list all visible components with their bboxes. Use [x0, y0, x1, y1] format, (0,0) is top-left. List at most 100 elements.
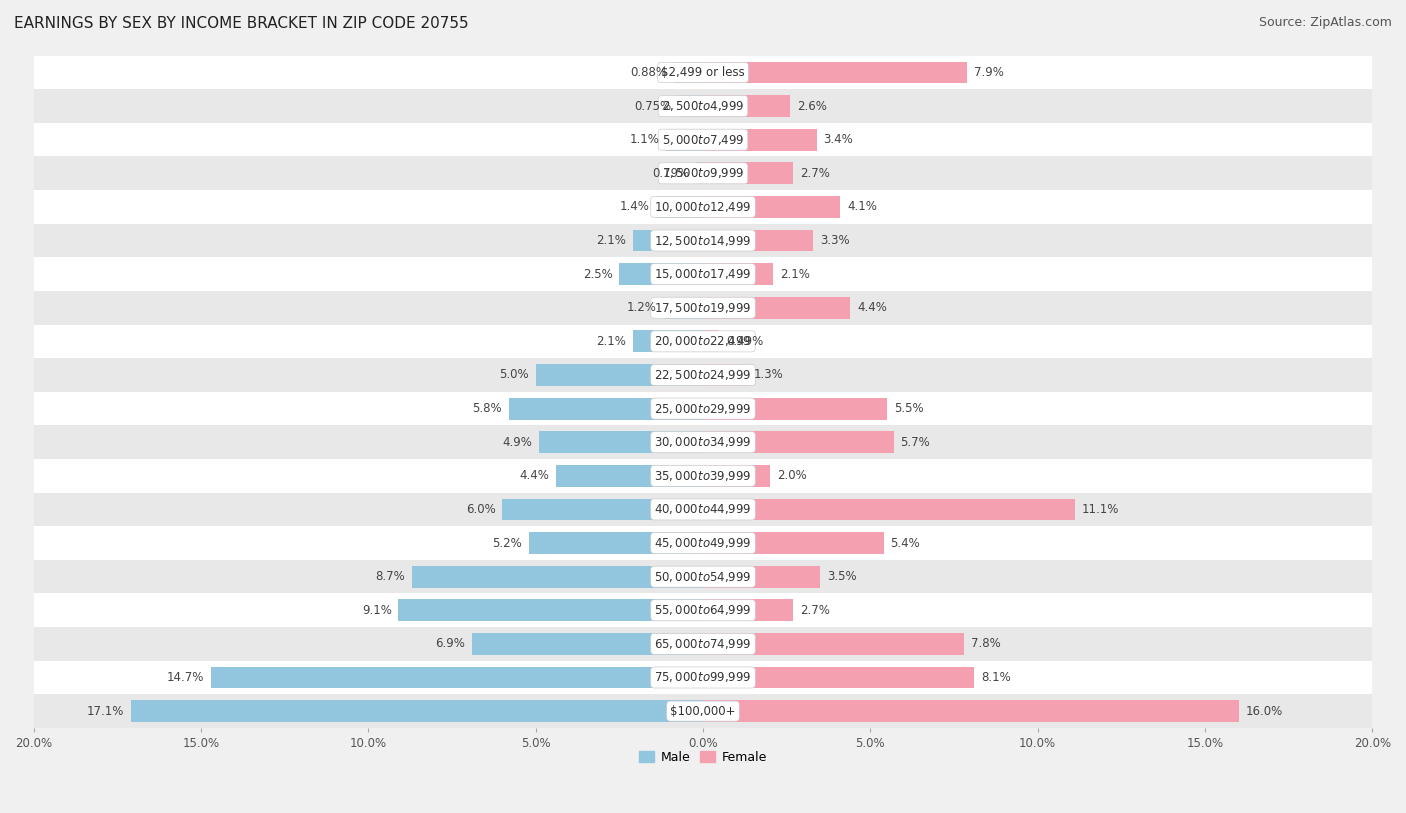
Text: 0.19%: 0.19% — [652, 167, 690, 180]
Bar — [34, 593, 1372, 627]
Text: 3.5%: 3.5% — [827, 570, 856, 583]
Text: 7.9%: 7.9% — [974, 66, 1004, 79]
Text: $25,000 to $29,999: $25,000 to $29,999 — [654, 402, 752, 415]
Text: 1.3%: 1.3% — [754, 368, 783, 381]
Text: $2,500 to $4,999: $2,500 to $4,999 — [662, 99, 744, 113]
Text: 4.4%: 4.4% — [858, 302, 887, 315]
Text: 6.9%: 6.9% — [436, 637, 465, 650]
Text: 7.8%: 7.8% — [970, 637, 1001, 650]
Text: Source: ZipAtlas.com: Source: ZipAtlas.com — [1258, 16, 1392, 29]
Bar — [536, 364, 703, 386]
Bar — [703, 533, 884, 554]
Bar — [633, 229, 703, 251]
Bar — [703, 465, 770, 487]
Text: 5.8%: 5.8% — [472, 402, 502, 415]
Text: 9.1%: 9.1% — [361, 604, 392, 617]
Bar — [703, 667, 974, 689]
Bar — [703, 330, 720, 352]
Text: $35,000 to $39,999: $35,000 to $39,999 — [654, 469, 752, 483]
Bar — [34, 627, 1372, 661]
Bar — [703, 700, 1239, 722]
Bar — [34, 224, 1372, 258]
Bar — [34, 123, 1372, 156]
Text: $45,000 to $49,999: $45,000 to $49,999 — [654, 536, 752, 550]
Text: $75,000 to $99,999: $75,000 to $99,999 — [654, 671, 752, 685]
Text: $5,000 to $7,499: $5,000 to $7,499 — [662, 133, 744, 146]
Text: 16.0%: 16.0% — [1246, 705, 1282, 718]
Bar — [703, 566, 820, 588]
Text: $7,500 to $9,999: $7,500 to $9,999 — [662, 167, 744, 180]
Bar — [34, 694, 1372, 728]
Bar — [34, 258, 1372, 291]
Bar — [703, 297, 851, 319]
Bar — [34, 291, 1372, 324]
Text: 2.1%: 2.1% — [596, 234, 626, 247]
Text: 4.9%: 4.9% — [502, 436, 533, 449]
Bar — [398, 599, 703, 621]
Bar — [703, 633, 965, 654]
Text: $40,000 to $44,999: $40,000 to $44,999 — [654, 502, 752, 516]
Bar — [509, 398, 703, 420]
Bar — [34, 156, 1372, 190]
Bar — [703, 229, 814, 251]
Bar — [34, 493, 1372, 526]
Bar — [34, 425, 1372, 459]
Bar — [34, 526, 1372, 560]
Text: 2.7%: 2.7% — [800, 167, 830, 180]
Text: 0.88%: 0.88% — [630, 66, 666, 79]
Bar — [34, 459, 1372, 493]
Bar — [34, 661, 1372, 694]
Bar — [633, 330, 703, 352]
Text: 5.5%: 5.5% — [894, 402, 924, 415]
Text: $12,500 to $14,999: $12,500 to $14,999 — [654, 233, 752, 247]
Text: $22,500 to $24,999: $22,500 to $24,999 — [654, 368, 752, 382]
Bar — [529, 533, 703, 554]
Bar — [703, 163, 793, 185]
Text: $30,000 to $34,999: $30,000 to $34,999 — [654, 435, 752, 450]
Bar — [211, 667, 703, 689]
Bar — [34, 89, 1372, 123]
Bar — [703, 398, 887, 420]
Text: 3.4%: 3.4% — [824, 133, 853, 146]
Text: 2.5%: 2.5% — [583, 267, 613, 280]
Bar — [131, 700, 703, 722]
Text: 5.4%: 5.4% — [890, 537, 920, 550]
Text: $50,000 to $54,999: $50,000 to $54,999 — [654, 570, 752, 584]
Bar — [472, 633, 703, 654]
Text: 0.49%: 0.49% — [725, 335, 763, 348]
Text: $17,500 to $19,999: $17,500 to $19,999 — [654, 301, 752, 315]
Text: 6.0%: 6.0% — [465, 503, 495, 516]
Bar — [34, 190, 1372, 224]
Bar — [34, 560, 1372, 593]
Bar — [34, 324, 1372, 359]
Text: 2.0%: 2.0% — [776, 469, 807, 482]
Bar — [703, 128, 817, 150]
Text: 8.1%: 8.1% — [981, 671, 1011, 684]
Bar — [703, 95, 790, 117]
Text: $55,000 to $64,999: $55,000 to $64,999 — [654, 603, 752, 617]
Text: 5.0%: 5.0% — [499, 368, 529, 381]
Bar — [703, 431, 894, 453]
Bar — [703, 364, 747, 386]
Bar — [703, 196, 841, 218]
Bar — [502, 498, 703, 520]
Text: 2.1%: 2.1% — [780, 267, 810, 280]
Text: 3.3%: 3.3% — [820, 234, 849, 247]
Text: $2,499 or less: $2,499 or less — [661, 66, 745, 79]
Text: 1.2%: 1.2% — [626, 302, 657, 315]
Bar — [34, 55, 1372, 89]
Text: 1.4%: 1.4% — [620, 201, 650, 213]
Bar — [657, 196, 703, 218]
Bar — [703, 599, 793, 621]
Bar — [34, 359, 1372, 392]
Bar — [678, 95, 703, 117]
Text: $65,000 to $74,999: $65,000 to $74,999 — [654, 637, 752, 651]
Bar — [412, 566, 703, 588]
Text: $20,000 to $22,499: $20,000 to $22,499 — [654, 334, 752, 348]
Bar — [703, 498, 1074, 520]
Text: 14.7%: 14.7% — [167, 671, 204, 684]
Bar — [696, 163, 703, 185]
Bar — [662, 297, 703, 319]
Text: 17.1%: 17.1% — [87, 705, 124, 718]
Bar — [555, 465, 703, 487]
